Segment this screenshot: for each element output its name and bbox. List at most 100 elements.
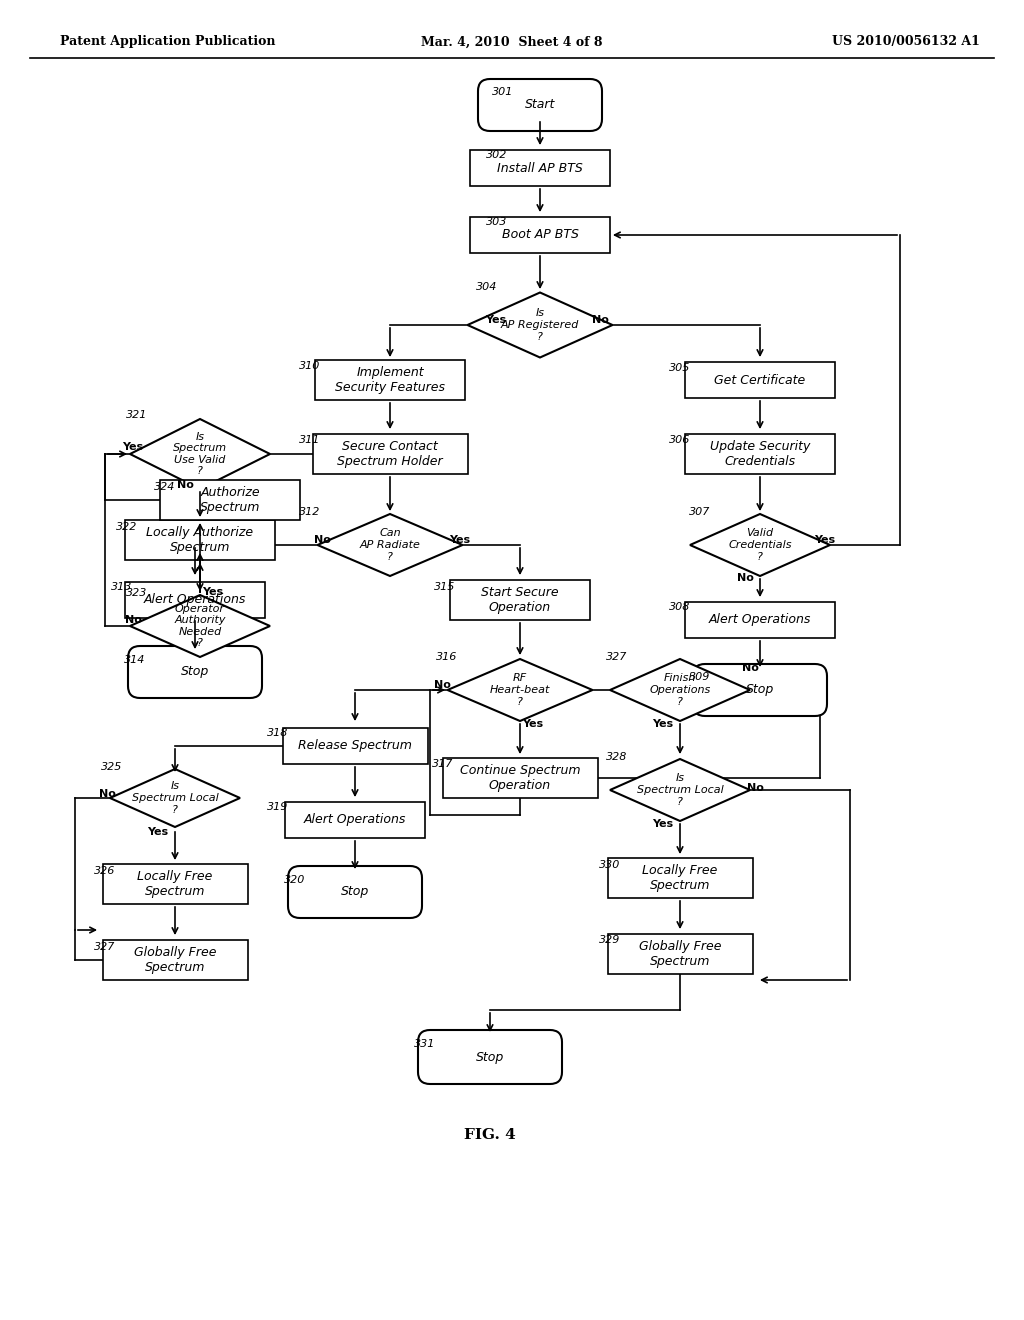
Text: FIG. 4: FIG. 4: [464, 1129, 516, 1142]
Text: 330: 330: [599, 861, 621, 870]
Text: 315: 315: [434, 582, 456, 591]
Text: Implement
Security Features: Implement Security Features: [335, 366, 445, 393]
Text: 304: 304: [476, 282, 498, 292]
Text: Mar. 4, 2010  Sheet 4 of 8: Mar. 4, 2010 Sheet 4 of 8: [421, 36, 603, 49]
FancyBboxPatch shape: [470, 216, 610, 253]
Text: No: No: [746, 783, 764, 793]
FancyBboxPatch shape: [315, 360, 465, 400]
Text: 328: 328: [606, 752, 628, 762]
Text: 305: 305: [670, 363, 690, 374]
Text: No: No: [433, 680, 451, 690]
Text: 301: 301: [493, 87, 514, 96]
FancyBboxPatch shape: [312, 434, 468, 474]
Polygon shape: [317, 513, 463, 576]
Text: Get Certificate: Get Certificate: [715, 374, 806, 387]
Polygon shape: [690, 513, 830, 576]
FancyBboxPatch shape: [125, 582, 265, 618]
FancyBboxPatch shape: [128, 645, 262, 698]
Text: Install AP BTS: Install AP BTS: [497, 161, 583, 174]
Text: Alert Operations: Alert Operations: [143, 594, 246, 606]
FancyBboxPatch shape: [607, 935, 753, 974]
Text: No: No: [98, 789, 116, 799]
Polygon shape: [447, 659, 593, 721]
Text: Update Security
Credentials: Update Security Credentials: [710, 440, 810, 469]
Text: Stop: Stop: [341, 886, 369, 899]
Text: 327: 327: [94, 942, 116, 952]
Text: Is
Spectrum Local
?: Is Spectrum Local ?: [637, 774, 723, 807]
Text: Locally Free
Spectrum: Locally Free Spectrum: [642, 865, 718, 892]
Text: Continue Spectrum
Operation: Continue Spectrum Operation: [460, 764, 581, 792]
Text: Alert Operations: Alert Operations: [304, 813, 407, 826]
FancyBboxPatch shape: [685, 434, 835, 474]
Text: Start Secure
Operation: Start Secure Operation: [481, 586, 559, 614]
Text: 302: 302: [486, 150, 508, 160]
Text: Authorize
Spectrum: Authorize Spectrum: [200, 486, 260, 513]
Text: Yes: Yes: [652, 719, 674, 729]
Text: 323: 323: [126, 587, 147, 598]
Polygon shape: [130, 595, 270, 657]
Text: RF
Heart-beat
?: RF Heart-beat ?: [489, 673, 550, 706]
Text: 324: 324: [155, 482, 176, 492]
Text: Boot AP BTS: Boot AP BTS: [502, 228, 579, 242]
Text: Patent Application Publication: Patent Application Publication: [60, 36, 275, 49]
Text: Yes: Yes: [522, 719, 544, 729]
Text: Globally Free
Spectrum: Globally Free Spectrum: [134, 946, 216, 974]
Text: Is
Spectrum
Use Valid
?: Is Spectrum Use Valid ?: [173, 432, 227, 477]
FancyBboxPatch shape: [478, 79, 602, 131]
Text: 314: 314: [124, 655, 145, 665]
Text: No: No: [176, 480, 194, 490]
Text: Valid
Credentials
?: Valid Credentials ?: [728, 528, 792, 561]
Text: 307: 307: [689, 507, 711, 517]
Text: Stop: Stop: [476, 1051, 504, 1064]
Text: 313: 313: [112, 582, 133, 591]
Text: Locally Authorize
Spectrum: Locally Authorize Spectrum: [146, 525, 254, 554]
Text: 322: 322: [117, 521, 137, 532]
Text: Can
AP Radiate
?: Can AP Radiate ?: [359, 528, 421, 561]
Text: 316: 316: [436, 652, 458, 663]
Text: 303: 303: [486, 216, 508, 227]
Text: 320: 320: [285, 875, 306, 884]
Text: Locally Free
Spectrum: Locally Free Spectrum: [137, 870, 213, 898]
Text: Yes: Yes: [450, 535, 471, 545]
Text: Is
AP Registered
?: Is AP Registered ?: [501, 309, 580, 342]
FancyBboxPatch shape: [693, 664, 827, 715]
Text: Secure Contact
Spectrum Holder: Secure Contact Spectrum Holder: [337, 440, 442, 469]
FancyBboxPatch shape: [160, 480, 300, 520]
Text: Alert Operations: Alert Operations: [709, 614, 811, 627]
Text: No: No: [313, 535, 331, 545]
Text: 312: 312: [299, 507, 321, 517]
Text: Yes: Yes: [814, 535, 836, 545]
Text: 310: 310: [299, 360, 321, 371]
Text: Is
Spectrum Local
?: Is Spectrum Local ?: [132, 781, 218, 814]
FancyBboxPatch shape: [470, 150, 610, 186]
Text: Release Spectrum: Release Spectrum: [298, 739, 412, 752]
Text: No: No: [125, 615, 141, 624]
FancyBboxPatch shape: [685, 362, 835, 399]
FancyBboxPatch shape: [102, 940, 248, 979]
Text: 308: 308: [670, 602, 690, 612]
Text: Yes: Yes: [485, 315, 507, 325]
FancyBboxPatch shape: [102, 865, 248, 904]
Text: 331: 331: [415, 1039, 435, 1049]
FancyBboxPatch shape: [285, 803, 425, 838]
Text: US 2010/0056132 A1: US 2010/0056132 A1: [833, 36, 980, 49]
FancyBboxPatch shape: [288, 866, 422, 917]
Text: No: No: [592, 315, 608, 325]
Polygon shape: [610, 759, 750, 821]
Text: Stop: Stop: [181, 665, 209, 678]
Text: No: No: [741, 663, 759, 673]
FancyBboxPatch shape: [685, 602, 835, 638]
Text: 319: 319: [267, 803, 289, 812]
Text: Globally Free
Spectrum: Globally Free Spectrum: [639, 940, 721, 968]
FancyBboxPatch shape: [125, 520, 275, 560]
Text: 318: 318: [267, 729, 289, 738]
Text: 326: 326: [94, 866, 116, 876]
Text: Finish
Operations
?: Finish Operations ?: [649, 673, 711, 706]
Text: Start: Start: [525, 99, 555, 111]
Text: 317: 317: [432, 759, 454, 770]
Polygon shape: [610, 659, 750, 721]
Text: 321: 321: [126, 411, 147, 420]
Text: Yes: Yes: [652, 818, 674, 829]
FancyBboxPatch shape: [450, 579, 590, 620]
Text: No: No: [736, 573, 754, 583]
